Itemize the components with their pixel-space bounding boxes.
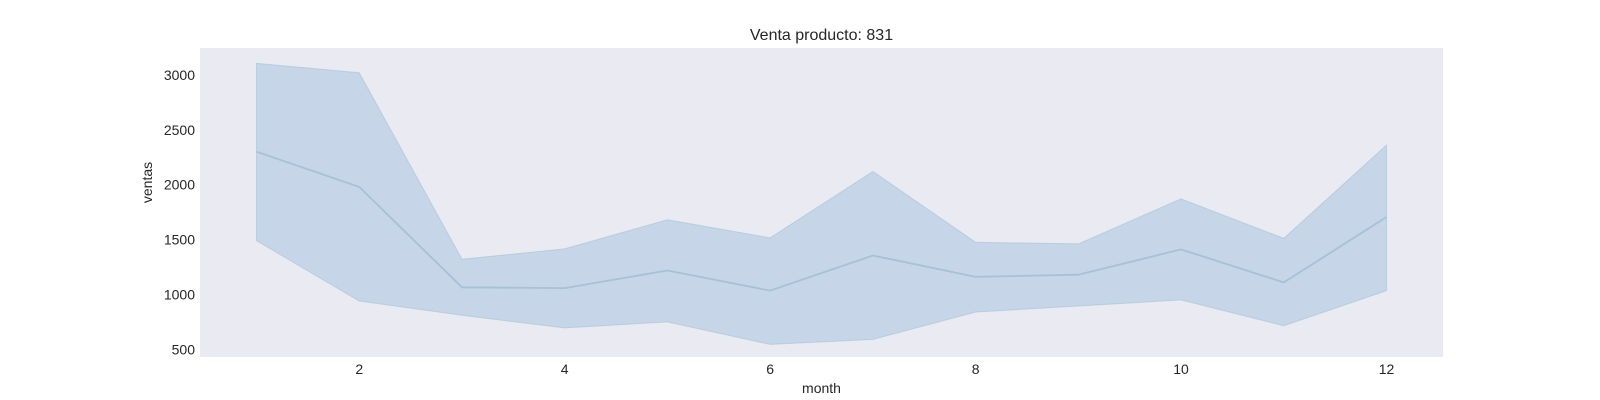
series-line: [256, 150, 1387, 292]
y-tick-label: 500: [172, 341, 196, 357]
series-line-layer: [256, 150, 1387, 292]
x-tick-label: 4: [561, 361, 569, 377]
x-tick-label: 8: [972, 361, 980, 377]
confidence-band-layer: [256, 62, 1387, 345]
x-axis-ticks: 2 4 6 8 10 12: [355, 361, 1394, 377]
x-tick-label: 6: [766, 361, 774, 377]
confidence-band: [256, 62, 1387, 345]
chart-title: Venta producto: 831: [750, 27, 893, 44]
x-tick-label: 2: [355, 361, 363, 377]
x-tick-label: 12: [1379, 361, 1395, 377]
y-tick-label: 1000: [164, 286, 195, 302]
x-tick-label: 10: [1173, 361, 1189, 377]
x-axis-label: month: [802, 380, 841, 396]
y-tick-label: 3000: [164, 67, 195, 83]
y-axis-ticks: 500 1000 1500 2000 2500 3000: [164, 67, 195, 357]
y-tick-label: 2000: [164, 177, 195, 193]
y-tick-label: 1500: [164, 232, 195, 248]
y-axis-label: ventas: [139, 162, 155, 203]
y-tick-label: 2500: [164, 122, 195, 138]
